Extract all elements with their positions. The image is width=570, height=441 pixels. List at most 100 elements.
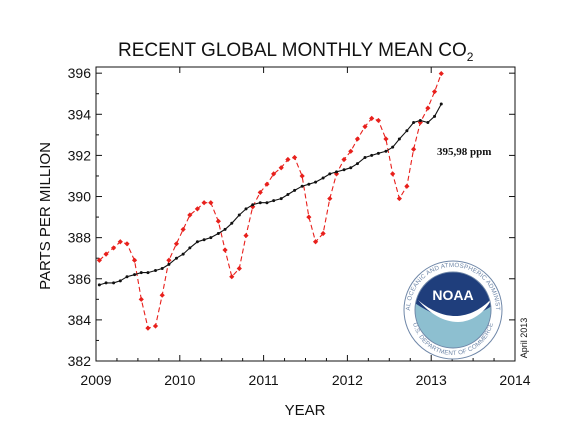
trend-point	[223, 227, 227, 231]
y-tick-label: 392	[68, 147, 92, 163]
trend-point	[167, 262, 171, 266]
monthly-mean-point	[131, 257, 138, 263]
logo-center-text: NOAA	[432, 287, 473, 303]
monthly-mean-point	[306, 214, 312, 220]
monthly-mean-point	[152, 323, 159, 329]
y-tick-label: 384	[68, 312, 92, 328]
trend-point	[195, 240, 199, 244]
x-tick-label: 2010	[164, 372, 195, 388]
trend-point	[418, 118, 422, 122]
trend-point	[349, 166, 353, 170]
y-axis-label: PARTS PER MILLION	[37, 142, 54, 290]
monthly-mean-point	[299, 173, 305, 179]
trend-point	[412, 121, 416, 125]
monthly-mean-point	[222, 247, 228, 253]
axis-tick-labels: 2009 2010 2011 2012 2013 2014 382 384 386 388 390 3…	[68, 65, 531, 388]
monthly-mean-point	[145, 325, 151, 331]
trend-point	[293, 188, 297, 192]
trend-point	[355, 162, 359, 166]
y-tick-label: 394	[68, 106, 92, 122]
date-label: April 2013	[519, 318, 529, 359]
monthly-mean-point	[96, 257, 102, 263]
trend-point	[391, 145, 395, 149]
monthly-mean-point	[411, 146, 417, 152]
monthly-mean-point	[194, 206, 200, 212]
y-tick-label: 388	[68, 230, 92, 246]
trend-point	[188, 246, 192, 250]
trend-point	[397, 137, 401, 141]
trend-point	[153, 269, 157, 273]
trend-point	[97, 283, 101, 287]
trend-point	[230, 221, 234, 225]
trend-point	[216, 232, 220, 236]
trend-point	[370, 153, 374, 157]
monthly-mean-point	[425, 105, 431, 111]
x-tick-label: 2009	[80, 372, 111, 388]
monthly-mean-point	[327, 195, 333, 202]
monthly-mean-point	[103, 251, 109, 257]
trend-point	[300, 184, 304, 188]
monthly-mean-point	[348, 148, 354, 154]
monthly-mean-point	[320, 230, 326, 237]
trend-point	[104, 281, 108, 285]
chart-title-subscript: 2	[467, 50, 474, 64]
series-layer	[96, 70, 444, 331]
monthly-mean-point	[417, 119, 423, 126]
monthly-mean-point	[229, 274, 235, 280]
trend-point	[286, 192, 290, 196]
monthly-mean-point	[110, 245, 117, 251]
monthly-mean-point	[173, 241, 180, 247]
trend-point	[118, 279, 122, 283]
trend-point	[342, 168, 346, 172]
chart-title-main: RECENT GLOBAL MONTHLY MEAN CO	[118, 40, 467, 61]
monthly-mean-point	[124, 241, 130, 247]
trend-point	[209, 236, 213, 240]
trend-point	[133, 273, 137, 277]
trend-point	[112, 281, 116, 285]
trend-point	[146, 271, 150, 275]
axis-ticks	[95, 67, 516, 362]
monthly-mean-point	[187, 212, 193, 218]
monthly-mean-point	[278, 165, 284, 171]
chart-title: RECENT GLOBAL MONTHLY MEAN CO2	[118, 40, 474, 64]
trend-point	[314, 180, 318, 184]
monthly-mean-point	[236, 265, 242, 272]
x-tick-label: 2013	[416, 372, 447, 388]
trend-point	[279, 197, 283, 201]
monthly-mean-point	[312, 239, 319, 245]
x-tick-label: 2012	[332, 372, 363, 388]
trend-point	[307, 182, 311, 186]
trend-point	[405, 129, 409, 133]
trend-point	[251, 203, 255, 207]
trend-point	[328, 172, 332, 176]
trend-point	[376, 151, 380, 155]
monthly-mean-point	[362, 124, 368, 130]
monthly-mean-point	[438, 70, 444, 77]
trend-point	[384, 149, 388, 153]
trend-point	[439, 102, 443, 106]
monthly-mean-point	[285, 156, 291, 163]
monthly-mean-point	[375, 117, 382, 124]
trend-point	[202, 238, 206, 242]
monthly-mean-point	[292, 154, 298, 161]
monthly-mean-point	[390, 171, 396, 177]
trend-point	[160, 266, 164, 270]
monthly-mean-point	[117, 239, 123, 245]
monthly-mean-point	[159, 292, 165, 298]
trend-point	[181, 252, 185, 256]
trend-point	[426, 121, 430, 125]
trend-point	[174, 256, 178, 260]
x-tick-label: 2014	[499, 372, 530, 388]
monthly-mean-point	[180, 226, 186, 233]
monthly-mean-point	[369, 115, 375, 121]
monthly-mean-point	[431, 89, 438, 95]
monthly-mean-point	[264, 181, 270, 187]
monthly-mean-point	[383, 136, 389, 142]
trend-point	[433, 114, 437, 118]
trend-point	[321, 176, 325, 180]
trend-line	[99, 103, 442, 286]
trend-point	[258, 201, 262, 205]
trend-point	[335, 170, 339, 174]
y-tick-label: 390	[68, 189, 92, 205]
